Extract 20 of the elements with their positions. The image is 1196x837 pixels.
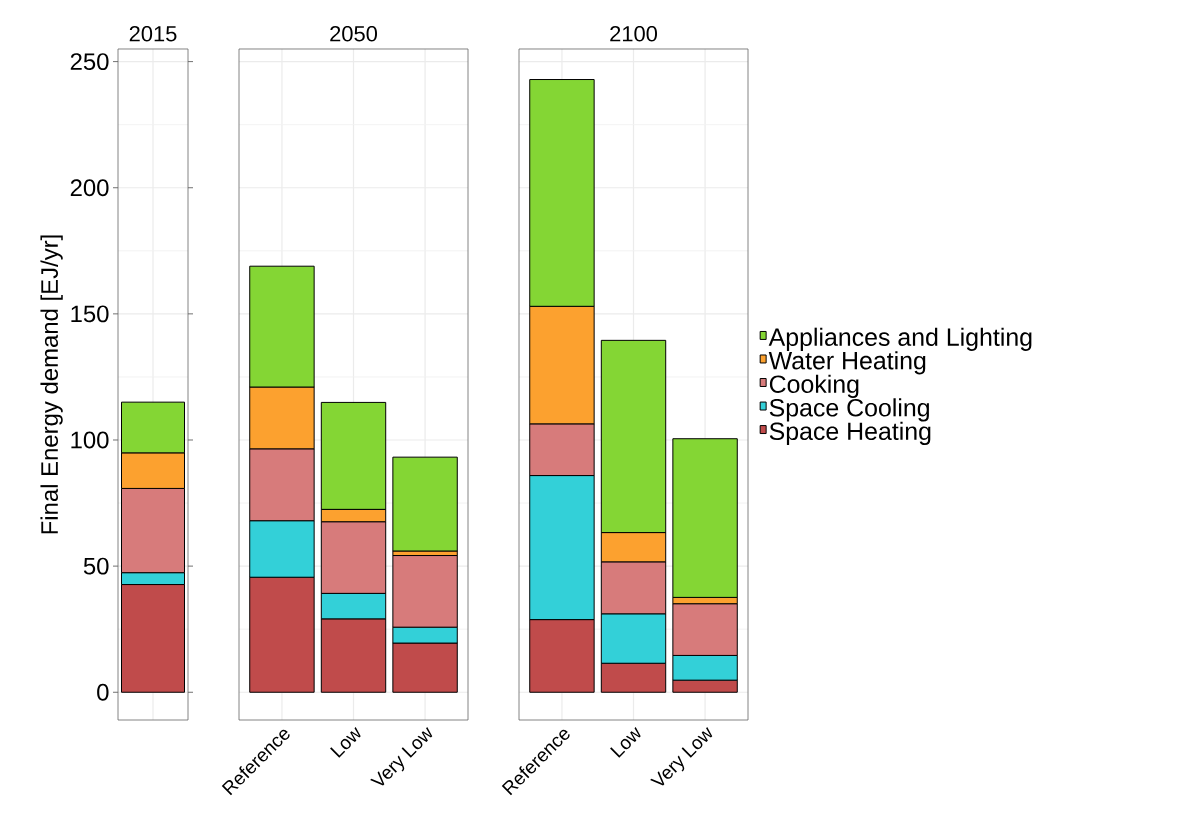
x-tick-label: Very Low bbox=[370, 727, 433, 786]
legend-label: Space Heating bbox=[769, 421, 931, 445]
y-tick-label: 150 bbox=[71, 305, 109, 323]
chart-title: 2050 bbox=[330, 25, 378, 42]
legend-label: Appliances and Lighting bbox=[768, 327, 1032, 351]
bar bbox=[392, 456, 458, 552]
chart-title: 2015 bbox=[129, 25, 177, 42]
y-tick-label: 250 bbox=[70, 53, 109, 71]
y-tick-label: 200 bbox=[70, 179, 109, 197]
legend-label: Water Heating bbox=[768, 351, 926, 375]
legend-label: Space Cooling bbox=[769, 398, 929, 422]
legend-label: Cooking bbox=[769, 374, 859, 398]
x-tick-label: Low bbox=[330, 727, 361, 758]
x-tick-label: Low bbox=[610, 727, 641, 758]
y-tick-label: 0 bbox=[97, 683, 109, 701]
x-tick-label: Very Low bbox=[650, 727, 713, 786]
y-axis-title: Final Energy demand [EJ/yr] bbox=[40, 235, 63, 534]
chart-title: 2100 bbox=[610, 25, 658, 42]
y-tick-label: 100 bbox=[71, 431, 109, 449]
y-tick-label: 50 bbox=[83, 557, 109, 575]
